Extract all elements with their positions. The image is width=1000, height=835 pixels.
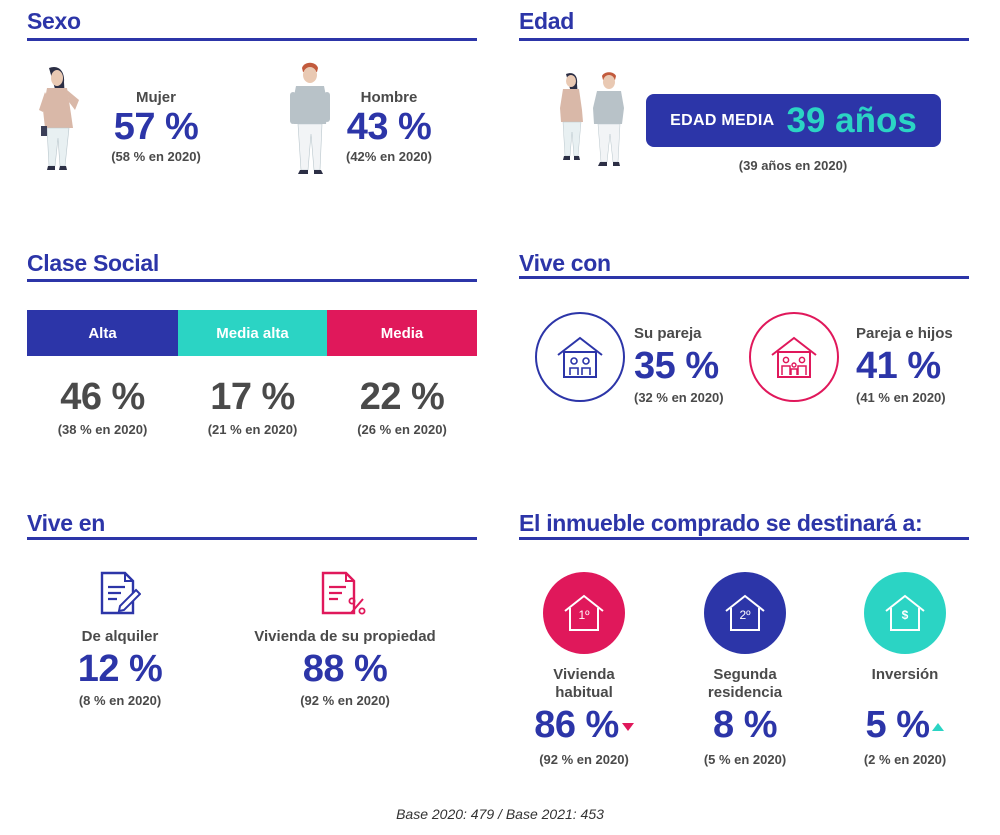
section-title-destino: El inmueble comprado se destinará a: (519, 510, 923, 536)
house-couple-icon (535, 312, 625, 402)
su-pareja-label: Su pareja (634, 325, 702, 342)
pareja-hijos-prev: (41 % en 2020) (856, 390, 946, 405)
vivienda-habitual-prev: (92 % en 2020) (539, 752, 629, 767)
rental-document-icon (100, 571, 141, 615)
clase-alta-prev: (38 % en 2020) (57, 422, 148, 437)
inversion-label: Inversión (871, 666, 939, 683)
edad-media-badge: EDAD MEDIA 39 años (646, 94, 941, 147)
house-number-1: 1º (578, 608, 590, 622)
clase-media-value: 22 % (359, 376, 445, 418)
clase-segment-alta: Alta (27, 310, 178, 356)
man-figure-icon (290, 62, 330, 174)
vivienda-propiedad-prev: (92 % en 2020) (300, 693, 390, 708)
clase-media-alta-prev: (21 % en 2020) (207, 422, 298, 437)
vivienda-habitual-label-1: Vivienda (553, 666, 615, 683)
su-pareja-prev: (32 % en 2020) (634, 390, 724, 405)
vivienda-habitual-label-2: habitual (555, 684, 613, 701)
de-alquiler-prev: (8 % en 2020) (78, 693, 162, 708)
vivienda-propiedad-value: 88 % (302, 648, 388, 690)
section-title-vive-en: Vive en (27, 510, 106, 536)
section-rule-vive-con (519, 276, 969, 279)
clase-alta-value: 46 % (60, 376, 145, 418)
de-alquiler-label: De alquiler (81, 628, 159, 645)
couple-figure-icon (560, 72, 624, 166)
section-rule-sexo (27, 38, 477, 41)
mujer-label: Mujer (135, 89, 176, 106)
inversion-value: 5 % (835, 704, 975, 747)
section-rule-clase-social (27, 279, 477, 282)
vivienda-propiedad-label: Vivienda de su propiedad (254, 628, 436, 645)
inversion-house-icon: $ (864, 572, 946, 654)
inversion-value-text: 5 % (865, 704, 930, 746)
de-alquiler-value: 12 % (77, 648, 163, 690)
su-pareja-value: 35 % (634, 345, 719, 387)
edad-media-value: 39 años (786, 100, 917, 140)
segunda-residencia-house-icon: 2º (704, 572, 786, 654)
vivienda-habitual-value: 86 % (514, 704, 654, 747)
section-title-edad: Edad (519, 8, 575, 34)
hombre-label: Hombre (360, 89, 418, 106)
property-document-icon (321, 571, 366, 615)
mujer-prev: (58 % en 2020) (111, 149, 201, 164)
section-rule-edad (519, 38, 969, 41)
segunda-residencia-value: 8 % (713, 704, 777, 746)
edad-prev: (39 años en 2020) (738, 158, 848, 173)
woman-figure-icon (39, 66, 79, 170)
trend-down-icon (621, 722, 634, 731)
footer-base-note: Base 2020: 479 / Base 2021: 453 (396, 806, 604, 822)
clase-segment-media: Media (327, 310, 477, 356)
segunda-residencia-prev: (5 % en 2020) (703, 752, 787, 767)
segunda-residencia-label-2: residencia (707, 684, 783, 701)
section-title-vive-con: Vive con (519, 250, 611, 276)
hombre-prev: (42% en 2020) (346, 149, 432, 164)
pareja-hijos-value: 41 % (856, 345, 941, 387)
segunda-residencia-label-1: Segunda (713, 666, 777, 683)
clase-media-prev: (26 % en 2020) (357, 422, 447, 437)
hombre-value: 43 % (346, 106, 432, 148)
clase-segment-media-alta: Media alta (178, 310, 327, 356)
inversion-prev: (2 % en 2020) (863, 752, 947, 767)
clase-media-alta-value: 17 % (210, 376, 295, 418)
pareja-hijos-label: Pareja e hijos (856, 325, 953, 342)
house-family-icon (749, 312, 839, 402)
section-title-clase-social: Clase Social (27, 250, 159, 276)
trend-up-icon (932, 722, 945, 731)
vivienda-habitual-house-icon: 1º (543, 572, 625, 654)
house-number-2: 2º (739, 608, 751, 622)
vivienda-habitual-value-text: 86 % (534, 704, 619, 746)
section-rule-destino (519, 537, 969, 540)
house-dollar-sign: $ (901, 608, 909, 622)
mujer-value: 57 % (113, 106, 199, 148)
section-rule-vive-en (27, 537, 477, 540)
section-title-sexo: Sexo (27, 8, 81, 34)
edad-media-label: EDAD MEDIA (670, 111, 775, 129)
